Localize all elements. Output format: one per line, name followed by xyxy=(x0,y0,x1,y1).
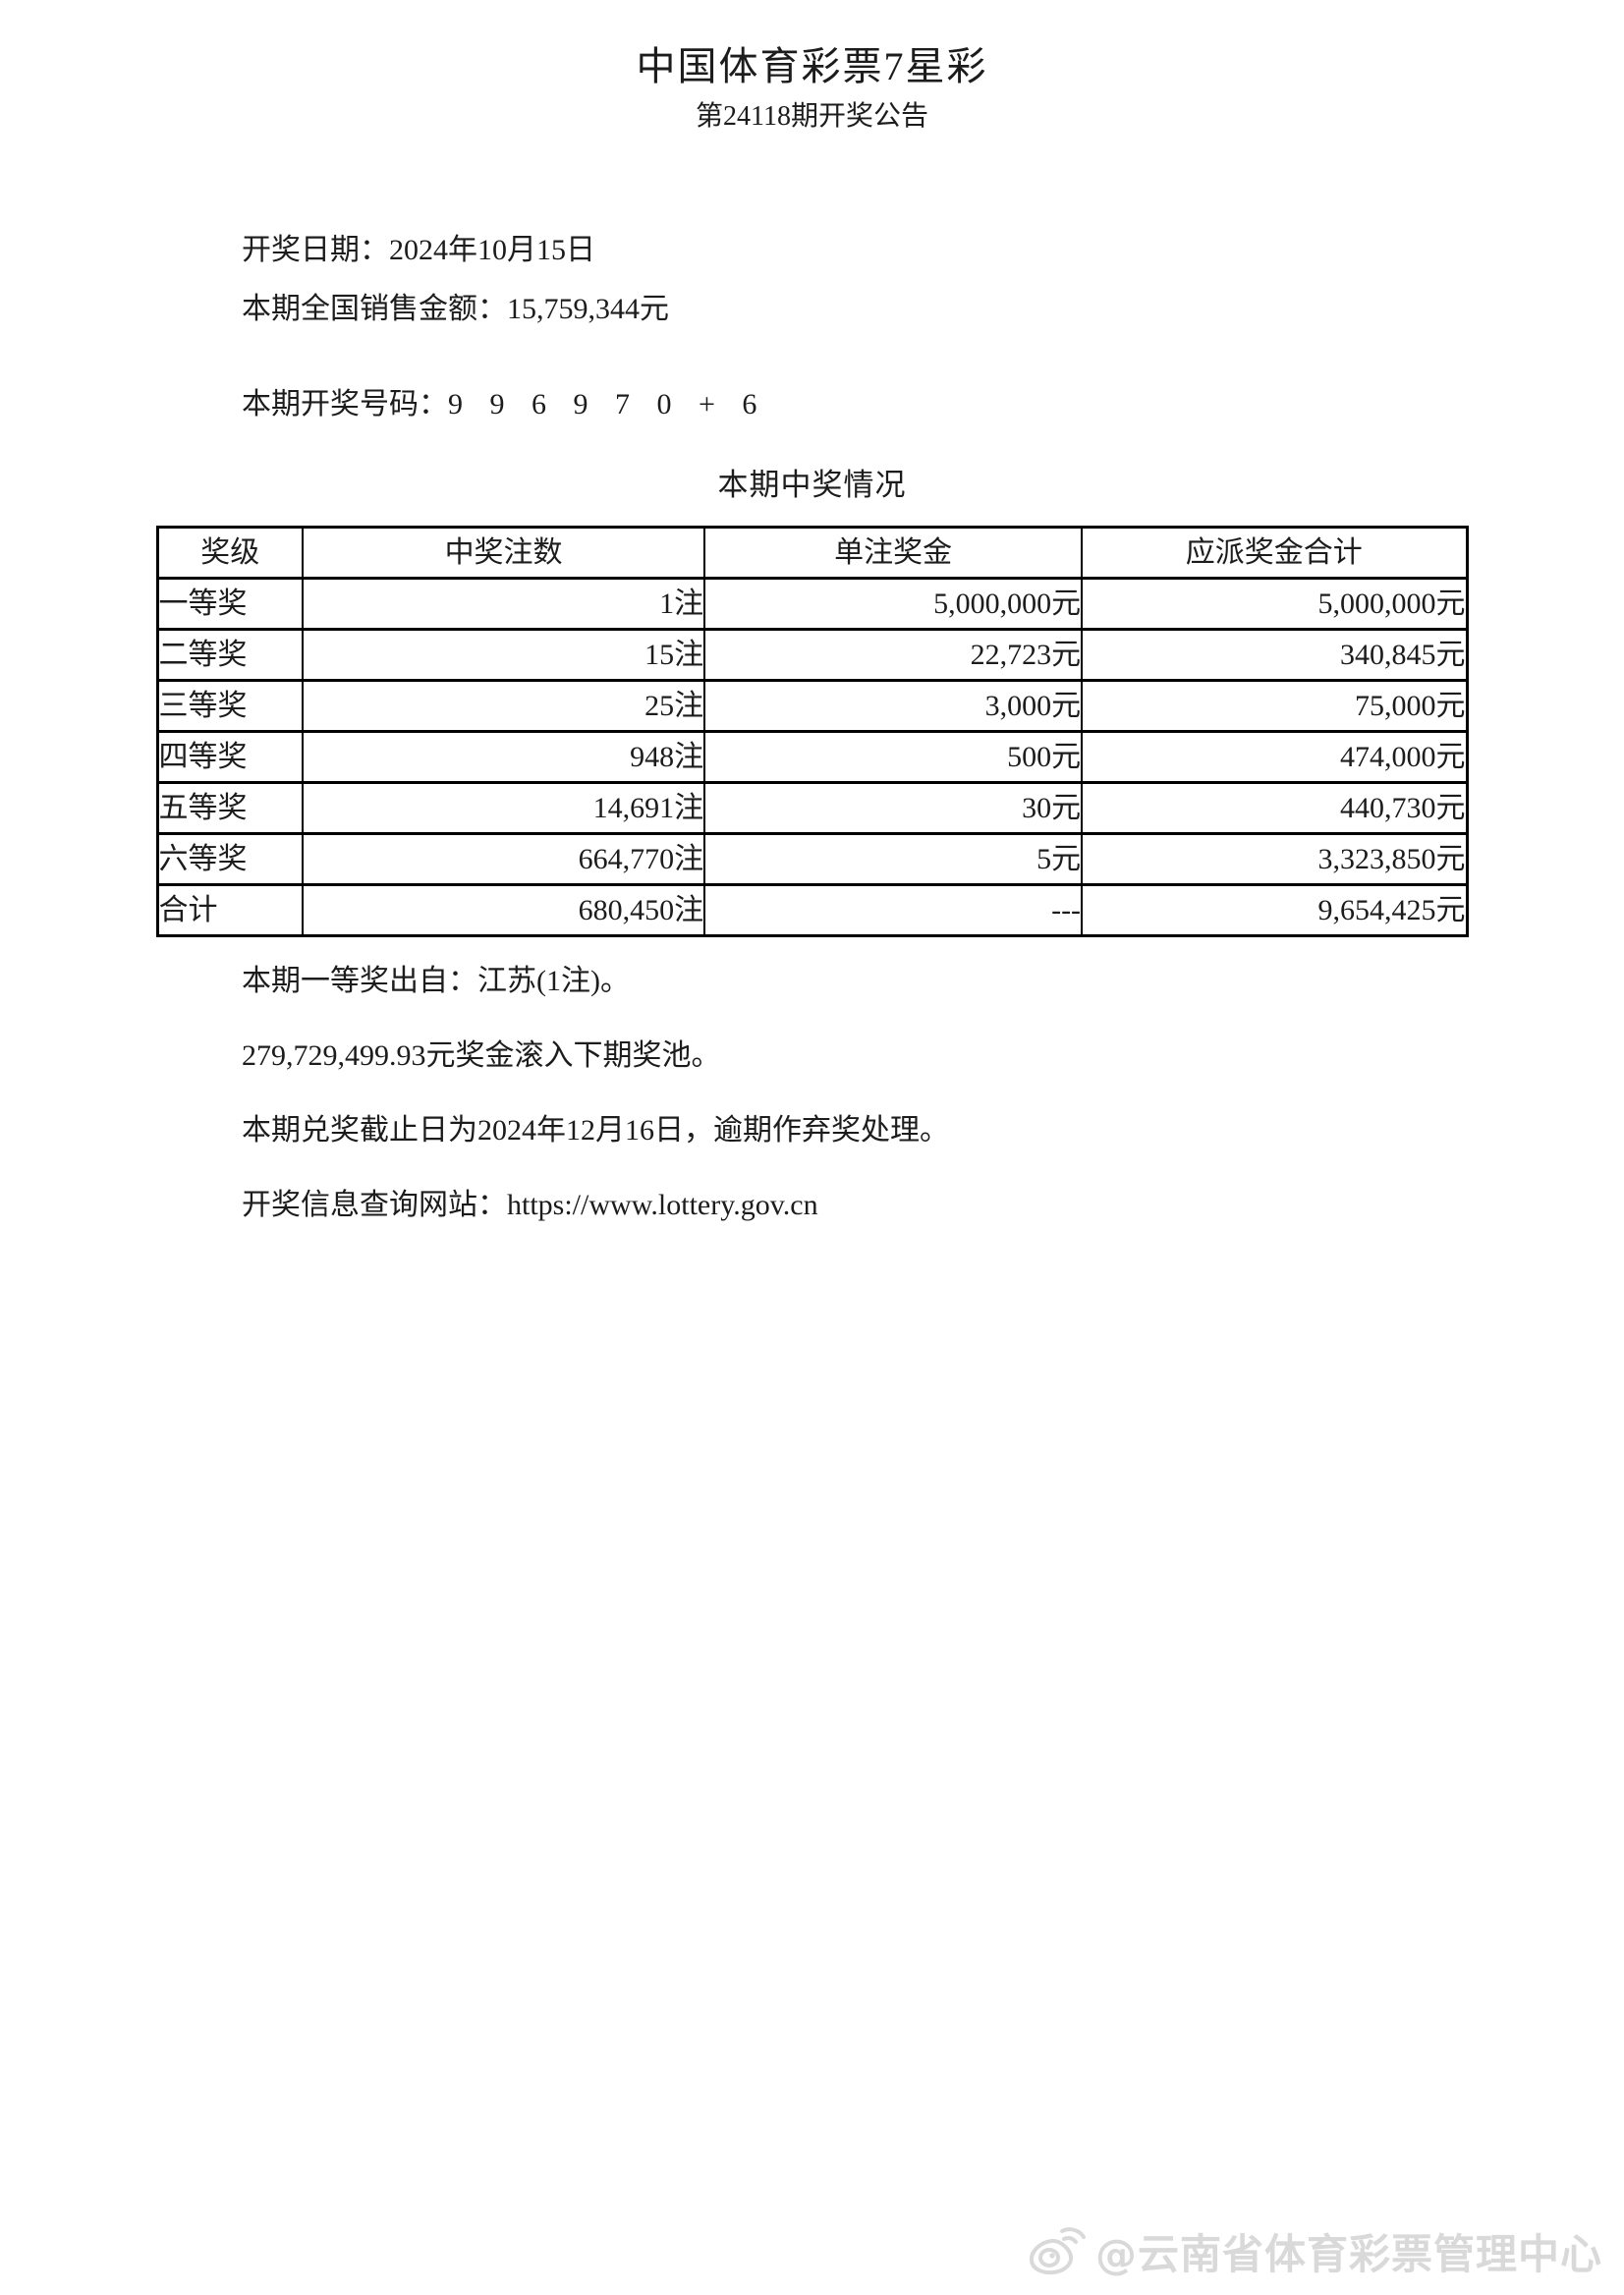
note-website: 开奖信息查询网站：https://www.lottery.gov.cn xyxy=(242,1189,818,1221)
table-row: 二等奖 15注 22,723元 340,845元 xyxy=(156,628,1468,682)
cell-total: 440,730元 xyxy=(1081,781,1468,835)
cell-count: 948注 xyxy=(301,730,706,784)
draw-date-line: 开奖日期：2024年10月15日 xyxy=(242,230,1624,271)
winning-numbers-line: 本期开奖号码：9 9 6 9 7 0 + 6 xyxy=(242,384,1624,425)
prize-table: 奖级 中奖注数 单注奖金 应派奖金合计 一等奖 1注 5,000,000元 5,… xyxy=(155,526,1469,937)
notes-block: 本期一等奖出自：江苏(1注)。 279,729,499.93元奖金滚入下期奖池。… xyxy=(242,961,1624,1226)
cell-single: --- xyxy=(703,883,1084,937)
cell-single: 5元 xyxy=(703,832,1084,886)
cell-total: 3,323,850元 xyxy=(1081,832,1468,886)
draw-info-block: 开奖日期：2024年10月15日 本期全国销售金额：15,759,344元 本期… xyxy=(242,230,1624,425)
cell-level: 二等奖 xyxy=(156,628,304,682)
cell-total: 75,000元 xyxy=(1081,679,1468,733)
cell-total: 474,000元 xyxy=(1081,730,1468,784)
table-row-total: 合计 680,450注 --- 9,654,425元 xyxy=(156,883,1468,937)
table-row: 六等奖 664,770注 5元 3,323,850元 xyxy=(156,832,1468,886)
header-level: 奖级 xyxy=(156,526,304,580)
cell-count: 15注 xyxy=(301,628,706,682)
sales-label: 本期全国销售金额： xyxy=(242,293,507,325)
cell-level: 五等奖 xyxy=(156,781,304,835)
cell-single: 3,000元 xyxy=(703,679,1084,733)
table-row: 三等奖 25注 3,000元 75,000元 xyxy=(156,679,1468,733)
cell-single: 22,723元 xyxy=(703,628,1084,682)
prize-section-title: 本期中奖情况 xyxy=(717,468,907,502)
watermark-text: @云南省体育彩票管理中心 xyxy=(1094,2230,1602,2278)
cell-single: 5,000,000元 xyxy=(703,577,1084,631)
header-total-prize: 应派奖金合计 xyxy=(1081,526,1468,580)
cell-count: 14,691注 xyxy=(301,781,706,835)
note-first-prize-origin: 本期一等奖出自：江苏(1注)。 xyxy=(242,965,630,997)
cell-level: 合计 xyxy=(156,883,304,937)
cell-level: 四等奖 xyxy=(156,730,304,784)
sales-amount-line: 本期全国销售金额：15,759,344元 xyxy=(242,289,1624,330)
cell-level: 六等奖 xyxy=(156,832,304,886)
cell-level: 三等奖 xyxy=(156,679,304,733)
cell-count: 664,770注 xyxy=(301,832,706,886)
table-row: 四等奖 948注 500元 474,000元 xyxy=(156,730,1468,784)
sales-value: 15,759,344元 xyxy=(507,293,669,325)
cell-single: 500元 xyxy=(703,730,1084,784)
page-title: 中国体育彩票7星彩 xyxy=(636,44,988,88)
table-row: 一等奖 1注 5,000,000元 5,000,000元 xyxy=(156,577,1468,631)
cell-total: 5,000,000元 xyxy=(1081,577,1468,631)
cell-single: 30元 xyxy=(703,781,1084,835)
winning-numbers-value: 9 9 6 9 7 0 + 6 xyxy=(448,388,767,420)
cell-total: 9,654,425元 xyxy=(1081,883,1468,937)
weibo-icon xyxy=(1029,2226,1086,2276)
table-row: 五等奖 14,691注 30元 440,730元 xyxy=(156,781,1468,835)
table-header-row: 奖级 中奖注数 单注奖金 应派奖金合计 xyxy=(156,526,1468,580)
winning-numbers-label: 本期开奖号码： xyxy=(242,388,448,420)
note-redeem-deadline: 本期兑奖截止日为2024年12月16日，逾期作弃奖处理。 xyxy=(242,1114,949,1147)
page-subtitle: 第24118期开奖公告 xyxy=(696,101,928,132)
cell-level: 一等奖 xyxy=(156,577,304,631)
header-single-prize: 单注奖金 xyxy=(703,526,1084,580)
cell-count: 1注 xyxy=(301,577,706,631)
watermark: @云南省体育彩票管理中心 xyxy=(1029,2221,1602,2281)
cell-total: 340,845元 xyxy=(1081,628,1468,682)
draw-date-value: 2024年10月15日 xyxy=(389,234,595,266)
note-rollover: 279,729,499.93元奖金滚入下期奖池。 xyxy=(242,1039,721,1072)
cell-count: 680,450注 xyxy=(301,883,706,937)
draw-date-label: 开奖日期： xyxy=(242,234,389,266)
cell-count: 25注 xyxy=(301,679,706,733)
header-count: 中奖注数 xyxy=(301,526,706,580)
